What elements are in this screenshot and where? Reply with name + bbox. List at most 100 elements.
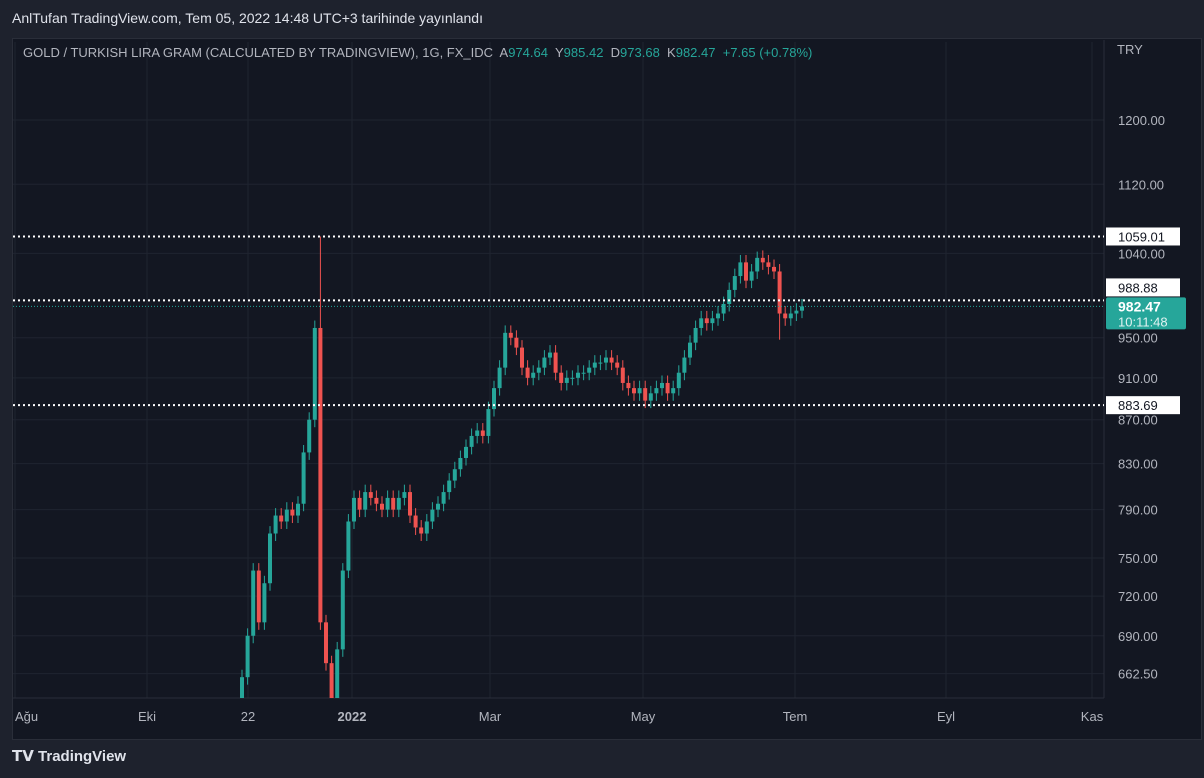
candle (553, 352, 558, 373)
candle (536, 367, 541, 373)
candle (598, 362, 603, 364)
tv-logo-icon: 𝗧𝗩 (12, 748, 39, 765)
x-tick-label: Mar (479, 709, 502, 724)
y-tick-label: 870.00 (1118, 413, 1158, 428)
chart-frame[interactable] (12, 38, 1202, 740)
candle (251, 570, 256, 636)
candle (424, 521, 429, 534)
x-tick-label: Ağu (15, 709, 38, 724)
y-tick-label: 830.00 (1118, 457, 1158, 472)
candle (284, 509, 289, 522)
open-label: A (499, 45, 509, 60)
candle (452, 469, 457, 481)
candle (693, 327, 698, 343)
candle (643, 388, 648, 401)
close-value: 982.47 (675, 45, 716, 60)
candle (738, 262, 743, 277)
y-tick-label: 1120.00 (1118, 177, 1164, 192)
candle (632, 388, 636, 394)
candle (329, 663, 334, 698)
candle (352, 497, 356, 522)
candle (503, 332, 508, 368)
candle (363, 492, 368, 510)
level-price-label: 988.88 (1118, 280, 1158, 295)
candle (408, 492, 412, 516)
last-price-tag (1106, 297, 1186, 330)
candle (464, 446, 468, 458)
candle (368, 492, 373, 498)
y-tick-label: 910.00 (1118, 371, 1158, 386)
candle (268, 533, 272, 584)
candle (374, 497, 379, 504)
candle (682, 357, 687, 373)
y-tick-label: 1200.00 (1118, 113, 1165, 128)
candle (559, 372, 564, 383)
candle (296, 503, 300, 516)
candle (592, 362, 597, 368)
candle (402, 492, 407, 498)
candle (788, 313, 793, 319)
countdown-label: 10:11:48 (1118, 314, 1168, 329)
candle (620, 367, 625, 383)
y-tick-label: 950.00 (1118, 331, 1158, 346)
y-tick-label: 750.00 (1118, 551, 1158, 566)
x-tick-label: Eyl (937, 709, 955, 724)
candle (710, 318, 715, 324)
candle (570, 377, 575, 379)
x-tick-label: 2022 (338, 709, 367, 724)
candle (794, 310, 799, 314)
candle (777, 271, 782, 314)
candle (676, 372, 681, 389)
candle (654, 388, 659, 394)
candle (525, 367, 530, 378)
low-value: 973.68 (620, 45, 660, 60)
candle (396, 497, 401, 510)
candle (307, 419, 312, 453)
candle (469, 435, 474, 447)
candle (290, 509, 295, 516)
candle (240, 677, 244, 698)
candle (564, 377, 569, 383)
x-tick-label: Eki (138, 709, 156, 724)
candle (660, 382, 664, 389)
y-tick-label: 1040.00 (1118, 246, 1165, 261)
x-tick-label: 22 (241, 709, 255, 724)
candle (447, 480, 452, 493)
level-price-tag (1106, 227, 1180, 246)
high-label: Y (554, 45, 564, 60)
candle (340, 570, 345, 650)
candle (531, 372, 536, 378)
brand-name: TradingView (38, 748, 127, 765)
candle (749, 271, 754, 281)
candle (615, 362, 620, 368)
candle (436, 503, 440, 510)
candle (458, 457, 463, 470)
candle (688, 342, 692, 358)
candle (716, 313, 720, 319)
candle (637, 388, 642, 394)
candle (548, 352, 552, 358)
candle (273, 515, 278, 534)
candle (380, 503, 384, 510)
candle (542, 357, 547, 368)
candle (704, 318, 709, 324)
candle (475, 430, 480, 436)
candle (520, 347, 524, 368)
candle (772, 266, 776, 272)
candle (256, 570, 261, 623)
candle (732, 276, 737, 290)
candle (665, 382, 670, 394)
candle (279, 515, 284, 522)
tradingview-logo[interactable]: 𝗧𝗩 TradingView (12, 747, 126, 765)
low-label: D (610, 45, 621, 60)
x-tick-label: May (631, 709, 656, 724)
close-label: K (667, 45, 676, 60)
candle (413, 515, 418, 528)
candle (508, 332, 513, 338)
currency-label: TRY (1117, 42, 1143, 57)
candle (357, 497, 362, 510)
candle (335, 649, 340, 698)
candle (699, 318, 704, 328)
candle (262, 583, 267, 623)
